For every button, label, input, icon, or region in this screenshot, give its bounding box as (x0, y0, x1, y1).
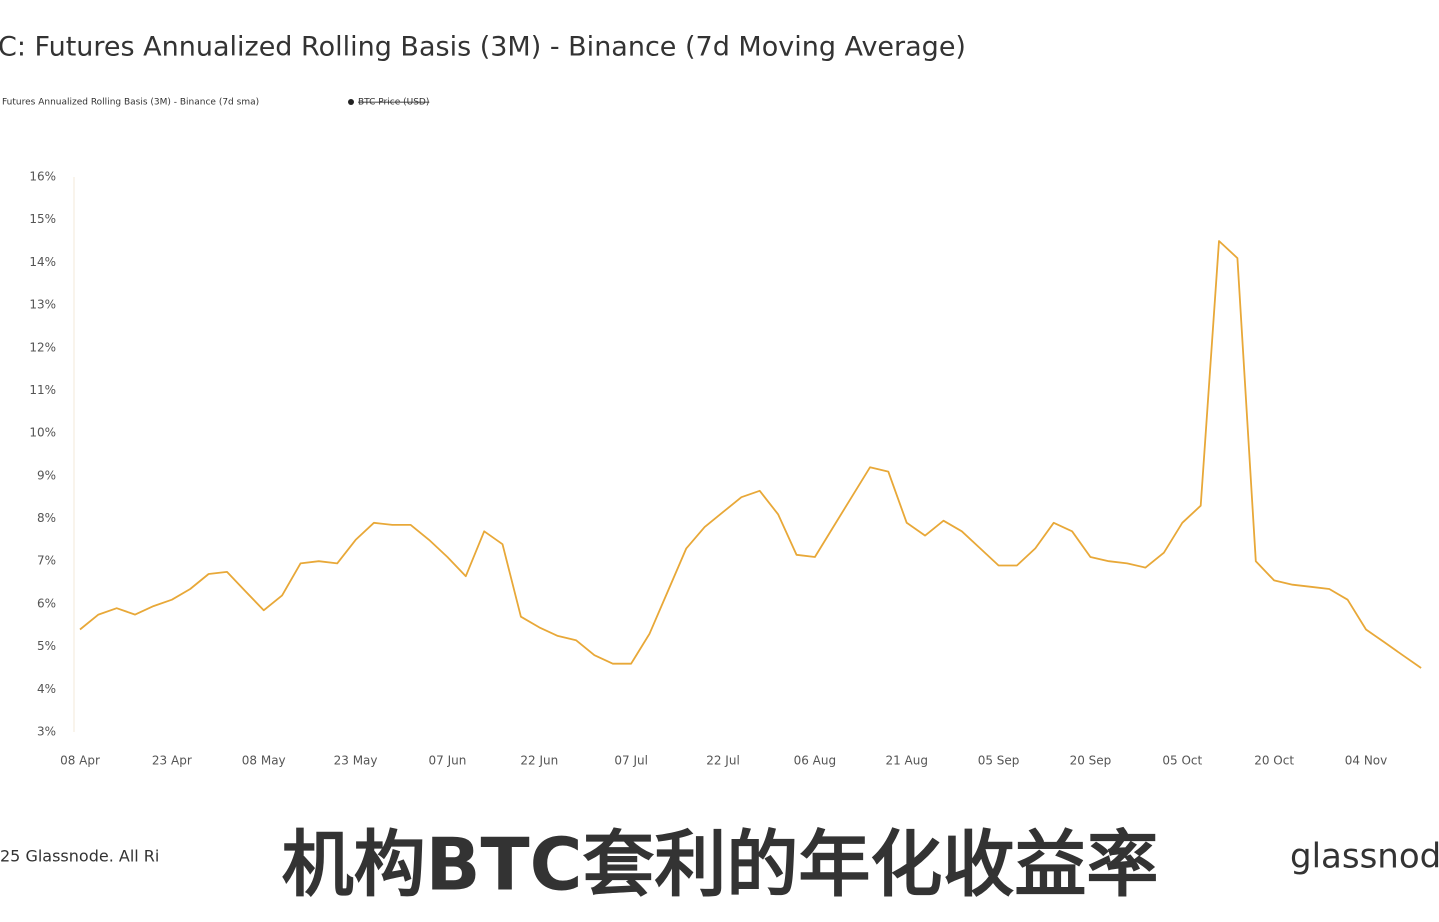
y-tick-label: 5% (37, 639, 56, 653)
x-tick-label: 08 May (242, 754, 286, 768)
x-tick-label: 07 Jun (429, 754, 467, 768)
x-tick-label: 07 Jul (614, 754, 648, 768)
x-tick-label: 21 Aug (885, 754, 928, 768)
brand: glassnode (1290, 837, 1439, 877)
y-tick-label: 16% (29, 170, 56, 184)
x-tick-label: 22 Jul (706, 754, 740, 768)
y-tick-label: 10% (29, 426, 56, 440)
legend-marker (348, 99, 354, 105)
y-tick-label: 9% (37, 468, 56, 482)
caption: 机构BTC套利的年化收益率 (282, 823, 1159, 907)
y-tick-label: 11% (29, 383, 56, 397)
y-tick-label: 8% (37, 511, 56, 525)
y-tick-label: 3% (37, 725, 56, 739)
x-tick-label: 23 Apr (152, 754, 192, 768)
x-tick-label: 08 Apr (60, 754, 100, 768)
y-tick-label: 7% (37, 554, 56, 568)
x-tick-label: 20 Oct (1254, 754, 1294, 768)
x-tick-label: 05 Sep (978, 754, 1020, 768)
y-tick-label: 13% (29, 298, 56, 312)
x-tick-label: 06 Aug (794, 754, 837, 768)
x-tick-label: 20 Sep (1070, 754, 1112, 768)
y-tick-label: 12% (29, 340, 56, 354)
x-tick-label: 23 May (334, 754, 378, 768)
x-tick-label: 22 Jun (520, 754, 558, 768)
footer: 25 Glassnode. All Ri (0, 847, 159, 866)
y-tick-label: 15% (29, 212, 56, 226)
legend-entry-hidden: BTC Price (USD) (358, 98, 429, 108)
series-line (79, 240, 1422, 669)
y-tick-label: 6% (37, 596, 56, 610)
x-tick-label: 04 Nov (1345, 754, 1388, 768)
y-tick-label: 4% (37, 682, 56, 696)
chart-title: C: Futures Annualized Rolling Basis (3M)… (0, 32, 966, 63)
legend-entry: Futures Annualized Rolling Basis (3M) - … (2, 98, 259, 108)
y-tick-label: 14% (29, 255, 56, 269)
x-tick-label: 05 Oct (1162, 754, 1202, 768)
